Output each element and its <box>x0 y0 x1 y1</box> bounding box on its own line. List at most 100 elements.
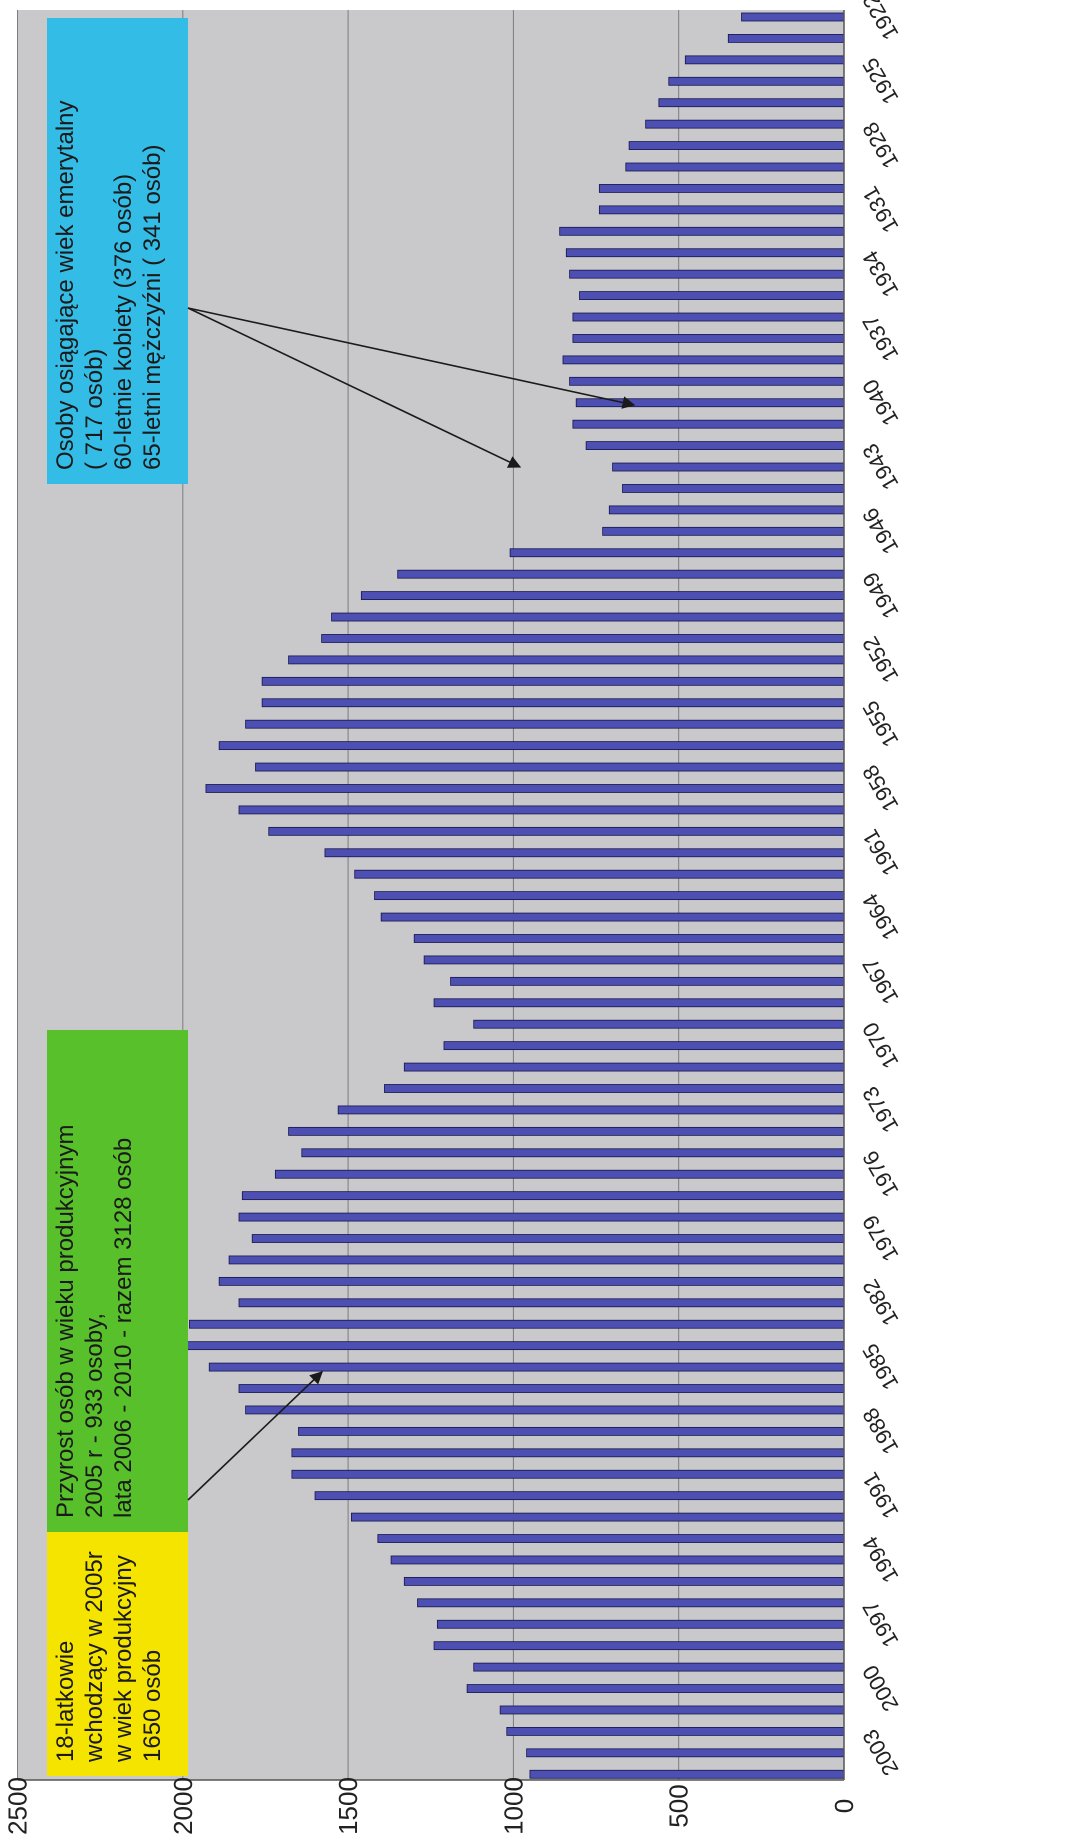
bar <box>321 634 845 643</box>
bar <box>741 12 845 22</box>
annotation-arrows <box>187 307 636 1501</box>
bar <box>360 591 845 601</box>
bar <box>572 312 845 322</box>
year-tick-label: 2003 <box>857 1725 903 1780</box>
arrow-emerytalny-2 <box>187 307 636 409</box>
bar <box>189 1319 845 1329</box>
bar <box>443 1041 845 1051</box>
bar <box>301 1148 845 1158</box>
bar <box>598 184 845 193</box>
annotation-line: w wiek produkcyjny <box>110 1555 137 1763</box>
bar <box>354 869 845 879</box>
year-tick-label: 2000 <box>857 1661 903 1716</box>
year-tick-label: 1949 <box>857 568 903 623</box>
bar <box>569 269 845 279</box>
bar <box>499 1705 845 1715</box>
year-tick-label: 1940 <box>857 375 903 430</box>
annotation-line: 18-latkowie <box>52 1641 79 1762</box>
annotation-przyrost: Przyrost osób w wieku produkcyjnym 2005 r… <box>47 1030 188 1532</box>
bar <box>288 655 845 665</box>
year-tick-label: 1934 <box>857 246 903 301</box>
bar <box>403 1062 845 1072</box>
year-tick-label: 1976 <box>857 1147 903 1202</box>
bar <box>238 805 845 815</box>
bar <box>384 1084 845 1093</box>
bar <box>314 1491 845 1501</box>
value-tick-label: 1000 <box>498 1777 528 1835</box>
annotation-line: 2005 r - 933 osoby, <box>81 1313 108 1518</box>
bar <box>218 741 845 751</box>
year-tick-label: 1961 <box>857 825 903 880</box>
bar <box>261 698 845 708</box>
bar <box>291 1469 845 1479</box>
bar <box>351 1512 845 1522</box>
annotation-line: 65-letni mężczyźni ( 341 osób) <box>139 145 166 470</box>
bar <box>261 676 845 686</box>
bar <box>374 891 845 901</box>
bar <box>562 355 845 365</box>
year-tick-label: 1925 <box>857 54 903 109</box>
year-tick-label: 1982 <box>857 1275 903 1330</box>
bar <box>298 1426 845 1436</box>
bar <box>645 119 845 129</box>
bar <box>559 226 845 236</box>
bar <box>423 955 845 965</box>
bars <box>182 12 845 1779</box>
year-tick-label: 1931 <box>857 182 903 237</box>
year-tick-label: 1943 <box>857 439 903 494</box>
bar <box>612 462 845 472</box>
bar <box>288 1126 845 1136</box>
value-tick-label: 2500 <box>3 1777 33 1835</box>
bar <box>403 1576 845 1586</box>
bar <box>218 1276 845 1286</box>
bar <box>572 334 845 343</box>
bar <box>473 1662 845 1672</box>
bar <box>291 1448 845 1458</box>
bar <box>668 76 845 86</box>
bar <box>390 1555 845 1565</box>
bar <box>622 484 845 493</box>
bar <box>433 998 845 1008</box>
bar <box>572 419 845 429</box>
bar <box>274 1169 845 1179</box>
bar <box>628 141 845 150</box>
year-tick-label: 1952 <box>857 632 903 687</box>
bar <box>331 612 845 622</box>
year-tick-label: 1955 <box>857 696 903 751</box>
year-tick-labels: 1922 1925 1928 1931 1934 1937 1940 1943 1946 1949… <box>857 0 903 1780</box>
year-tick-label: 1928 <box>857 118 903 173</box>
bar <box>182 1341 845 1351</box>
annotation-line: Przyrost osób w wieku produkcyjnym <box>52 1125 79 1518</box>
annotation-box <box>47 18 188 484</box>
year-tick-label: 1985 <box>857 1339 903 1394</box>
year-tick-label: 1937 <box>857 311 903 366</box>
value-tick-label: 0 <box>829 1799 859 1813</box>
bar <box>397 569 845 579</box>
bar <box>509 548 845 558</box>
bar <box>658 98 845 108</box>
bar <box>337 1105 845 1115</box>
annotation-line: Osoby osiągające wiek emerytalny <box>52 100 79 470</box>
year-tick-label: 1997 <box>857 1597 903 1652</box>
bar <box>565 248 845 258</box>
bar <box>433 1641 845 1651</box>
year-tick-label: 1958 <box>857 761 903 816</box>
bar <box>255 762 845 772</box>
bar <box>238 1384 845 1393</box>
year-tick-label: 1967 <box>857 954 903 1009</box>
bar <box>324 848 845 858</box>
bar <box>466 1684 845 1693</box>
bar <box>245 719 845 729</box>
bar <box>417 1598 845 1608</box>
annotation-emerytalny: Osoby osiągające wiek emerytalny ( 717 o… <box>47 18 188 484</box>
bar <box>228 1255 845 1265</box>
bar <box>684 55 845 65</box>
bar <box>473 1019 845 1029</box>
annotation-line: lata 2006 - 2010 - razem 3128 osób <box>110 1138 137 1518</box>
bar <box>245 1405 845 1415</box>
bar <box>238 1212 845 1222</box>
bar <box>569 376 845 386</box>
bar <box>585 441 845 451</box>
arrow-18-latkowie <box>187 1371 323 1501</box>
